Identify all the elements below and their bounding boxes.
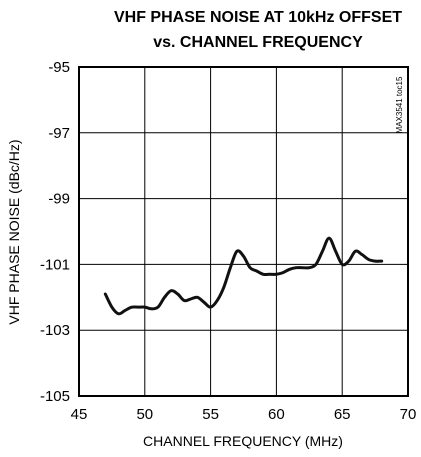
x-tick-label: 65 bbox=[334, 406, 351, 423]
y-tick-label: -97 bbox=[48, 125, 70, 142]
y-tick-label: -99 bbox=[48, 191, 70, 208]
y-axis-label: VHF PHASE NOISE (dBc/Hz) bbox=[6, 139, 22, 324]
x-tick-label: 45 bbox=[71, 406, 88, 423]
x-tick-labels: 45 50 55 60 65 70 bbox=[71, 406, 417, 423]
series-line bbox=[103, 236, 384, 316]
chart-title-line-1: VHF PHASE NOISE AT 10kHz OFFSET bbox=[114, 9, 402, 26]
x-tick-label: 55 bbox=[202, 406, 219, 423]
plot-frame bbox=[78, 66, 409, 397]
x-tick-label: 50 bbox=[136, 406, 153, 423]
part-number-tag: MAX3541 toc15 bbox=[395, 76, 404, 133]
x-axis-label: CHANNEL FREQUENCY (MHz) bbox=[143, 433, 343, 449]
y-tick-label: -105 bbox=[40, 388, 70, 405]
chart-title-line-2: vs. CHANNEL FREQUENCY bbox=[153, 34, 363, 51]
x-tick-label: 70 bbox=[400, 406, 417, 423]
y-tick-label: -95 bbox=[48, 59, 70, 76]
y-tick-label: -103 bbox=[40, 322, 70, 339]
x-tick-label: 60 bbox=[268, 406, 285, 423]
y-tick-label: -101 bbox=[40, 256, 70, 273]
y-tick-labels: -95 -97 -99 -101 -103 -105 bbox=[40, 59, 70, 405]
grid-layer bbox=[79, 67, 408, 396]
